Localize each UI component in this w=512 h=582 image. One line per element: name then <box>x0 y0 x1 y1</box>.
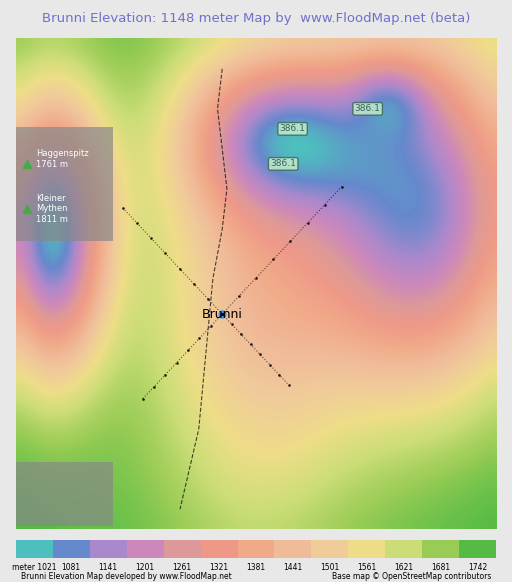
Text: 1081: 1081 <box>61 563 81 572</box>
Bar <box>201 540 238 558</box>
Bar <box>126 540 164 558</box>
Text: Haggenspitz
1761 m: Haggenspitz 1761 m <box>36 149 89 169</box>
Text: 1381: 1381 <box>246 563 266 572</box>
Bar <box>164 540 201 558</box>
Bar <box>422 540 459 558</box>
Text: Brunni Elevation Map developed by www.FloodMap.net: Brunni Elevation Map developed by www.Fl… <box>20 572 231 581</box>
FancyBboxPatch shape <box>16 127 113 241</box>
Text: 1681: 1681 <box>431 563 451 572</box>
Bar <box>90 540 126 558</box>
Text: 386.1: 386.1 <box>355 104 380 113</box>
Text: 386.1: 386.1 <box>270 159 296 168</box>
Bar <box>459 540 496 558</box>
Bar <box>348 540 386 558</box>
Bar <box>53 540 90 558</box>
Text: 1742: 1742 <box>468 563 487 572</box>
FancyBboxPatch shape <box>16 462 113 526</box>
Text: 386.1: 386.1 <box>280 125 306 133</box>
Bar <box>238 540 274 558</box>
Text: meter 1021: meter 1021 <box>12 563 56 572</box>
Text: 1261: 1261 <box>173 563 191 572</box>
Text: Brunni: Brunni <box>202 307 243 321</box>
Text: 1561: 1561 <box>357 563 376 572</box>
Bar <box>274 540 311 558</box>
Text: 1321: 1321 <box>209 563 228 572</box>
Text: 1441: 1441 <box>283 563 303 572</box>
Bar <box>386 540 422 558</box>
Text: 1621: 1621 <box>394 563 413 572</box>
Text: Kleiner
Mythen
1811 m: Kleiner Mythen 1811 m <box>36 194 68 224</box>
Text: 1501: 1501 <box>321 563 339 572</box>
Bar <box>311 540 348 558</box>
Text: Base map © OpenStreetMap contributors: Base map © OpenStreetMap contributors <box>332 572 492 581</box>
Text: 1201: 1201 <box>136 563 155 572</box>
Text: 1141: 1141 <box>99 563 118 572</box>
Bar <box>16 540 53 558</box>
Text: Brunni Elevation: 1148 meter Map by  www.FloodMap.net (beta): Brunni Elevation: 1148 meter Map by www.… <box>42 12 470 26</box>
